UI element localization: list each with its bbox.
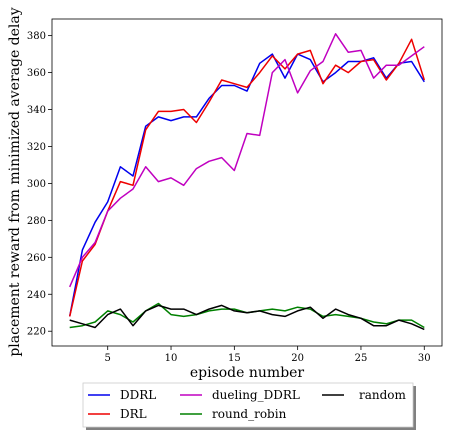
- x-axis-ticks: 5 10 15 20 25 30: [105, 346, 431, 364]
- y-tick-label: 320: [27, 142, 46, 153]
- y-tick-label: 240: [27, 290, 46, 301]
- series-layer: [68, 33, 426, 331]
- series-line-drl: [68, 38, 426, 317]
- y-tick-label: 280: [27, 216, 46, 227]
- legend-label-dueling-ddrl: dueling_DDRL: [212, 388, 300, 402]
- x-tick-label: 15: [228, 353, 241, 364]
- x-tick-label: 25: [355, 353, 368, 364]
- legend-label-round-robin: round_robin: [212, 407, 287, 421]
- x-tick-label: 5: [105, 353, 111, 364]
- y-tick-label: 300: [27, 179, 46, 190]
- series-line-dueling-ddrl: [69, 33, 425, 288]
- x-tick-label: 10: [165, 353, 178, 364]
- legend-label-random: random: [359, 388, 407, 402]
- y-tick-label: 340: [27, 105, 46, 116]
- legend-box: [82, 382, 414, 428]
- y-tick-label: 380: [27, 31, 46, 42]
- plot-frame: [51, 18, 443, 347]
- x-tick-label: 20: [291, 353, 304, 364]
- legend-label-ddrl: DDRL: [120, 388, 156, 402]
- x-tick-label: 30: [418, 353, 431, 364]
- y-axis-ticks: 220 240 260 280 300 320 340 360 380: [27, 31, 52, 338]
- y-tick-label: 220: [27, 327, 46, 338]
- series-line-ddrl: [68, 53, 425, 317]
- legend: DDRL DRL dueling_DDRL round_robin random: [82, 382, 416, 430]
- x-axis-label: episode number: [190, 365, 305, 381]
- series-line-random: [69, 304, 425, 331]
- y-tick-label: 360: [27, 68, 46, 79]
- legend-label-drl: DRL: [120, 407, 147, 421]
- y-tick-label: 260: [27, 253, 46, 264]
- y-axis-label: placement reward from minimized average …: [7, 7, 23, 356]
